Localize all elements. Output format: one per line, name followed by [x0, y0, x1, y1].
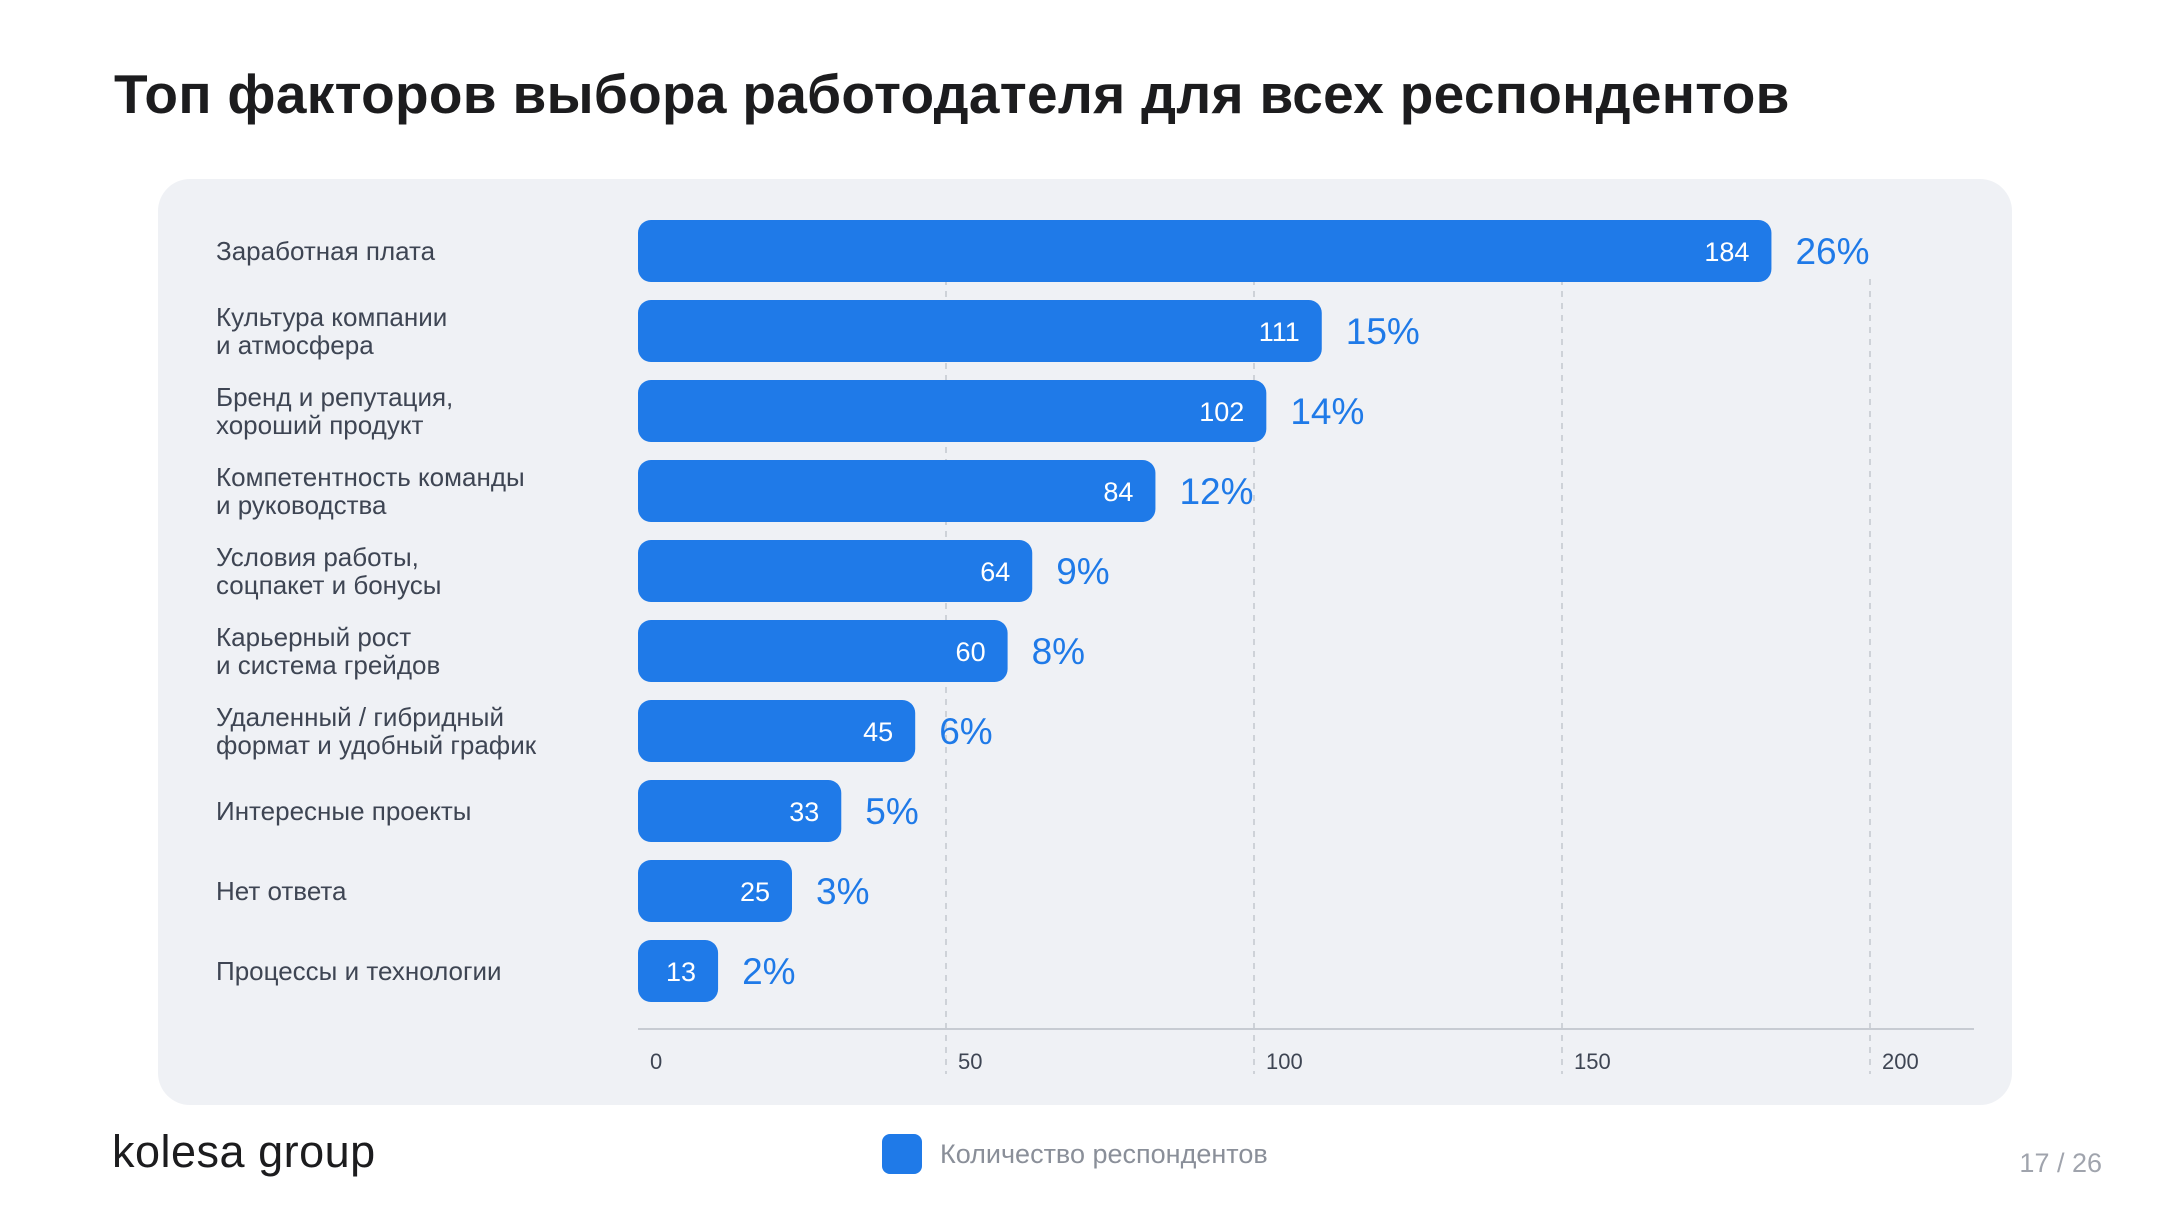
company-logo: kolesa group [112, 1126, 376, 1177]
percent-label: 26% [1795, 231, 1869, 272]
category-label: Процессы и технологии [216, 956, 502, 986]
legend-label: Количество респондентов [940, 1138, 1268, 1169]
bar-row: Заработная плата 184 26% [216, 220, 1870, 282]
bar-row: Процессы и технологии 13 2% [216, 940, 796, 1002]
bar-value-label: 45 [863, 717, 893, 747]
percent-label: 14% [1290, 391, 1364, 432]
category-label: Условия работы, [216, 542, 419, 572]
bar [638, 380, 1267, 442]
category-label: формат и удобный график [216, 730, 537, 760]
percent-label: 15% [1346, 311, 1420, 352]
category-label: Бренд и репутация, [216, 382, 453, 412]
category-label: Культура компании [216, 302, 447, 332]
tick-label-0: 0 [650, 1049, 662, 1074]
bar-value-label: 60 [956, 637, 986, 667]
bar-row: Интересные проекты 33 5% [216, 780, 919, 842]
percent-label: 3% [816, 871, 869, 912]
page-number: 17 / 26 [2019, 1148, 2102, 1178]
chart-card: 0 50 100 150 200 Заработная плата 184 26% Культ… [158, 179, 2012, 1105]
category-label: Компетентность команды [216, 462, 525, 492]
percent-label: 8% [1032, 631, 1085, 672]
bar [638, 540, 1033, 602]
category-label: и руководства [216, 490, 387, 520]
bar [638, 620, 1008, 682]
percent-label: 9% [1056, 551, 1109, 592]
category-label: соцпакет и бонусы [216, 570, 441, 600]
bar [638, 940, 719, 1002]
bar [638, 700, 916, 762]
bar [638, 860, 792, 922]
bars: Заработная плата 184 26%Культура компаниии… [216, 220, 1870, 1002]
percent-label: 5% [865, 791, 918, 832]
category-label: Удаленный / гибридный [216, 702, 504, 732]
bar-value-label: 111 [1259, 317, 1300, 347]
percent-label: 6% [939, 711, 992, 752]
legend: Количество респондентов [882, 1134, 1268, 1174]
bar-value-label: 13 [666, 957, 696, 987]
bar-chart: 0 50 100 150 200 Заработная плата 184 26% Культ… [216, 220, 1974, 1074]
bar [638, 220, 1772, 282]
tick-label-100: 100 [1266, 1049, 1303, 1074]
legend-swatch [882, 1134, 922, 1174]
bar-value-label: 64 [980, 557, 1010, 587]
category-label: Нет ответа [216, 876, 347, 906]
category-label: хороший продукт [216, 410, 423, 440]
bar-row: Бренд и репутация,хороший продукт 102 14% [216, 380, 1364, 442]
category-label: Карьерный рост [216, 622, 411, 652]
bar-value-label: 25 [740, 877, 770, 907]
bar-value-label: 84 [1103, 477, 1133, 507]
bar [638, 780, 842, 842]
category-label: Заработная плата [216, 236, 436, 266]
tick-label-150: 150 [1574, 1049, 1611, 1074]
bar-row: Условия работы,соцпакет и бонусы 64 9% [216, 540, 1110, 602]
tick-label-200: 200 [1882, 1049, 1919, 1074]
category-label: Интересные проекты [216, 796, 472, 826]
tick-label-50: 50 [958, 1049, 982, 1074]
bar-value-label: 184 [1704, 237, 1749, 267]
bar-value-label: 102 [1199, 397, 1244, 427]
bar [638, 300, 1322, 362]
category-label: и атмосфера [216, 330, 374, 360]
page-title: Топ факторов выбора работодателя для все… [114, 63, 1790, 125]
x-axis: 0 50 100 150 200 [638, 1028, 1974, 1074]
bar-value-label: 33 [789, 797, 819, 827]
percent-label: 2% [742, 951, 795, 992]
bar-row: Нет ответа 25 3% [216, 860, 869, 922]
category-label: и система грейдов [216, 650, 440, 680]
percent-label: 12% [1179, 471, 1253, 512]
bar [638, 460, 1156, 522]
